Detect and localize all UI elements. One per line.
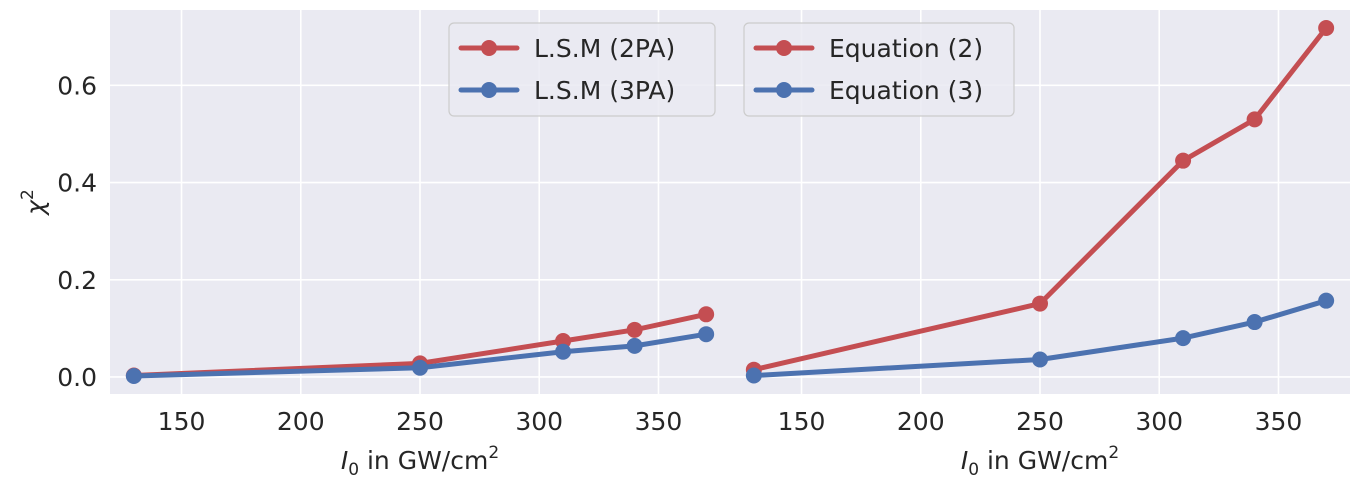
left-series-point-0 — [698, 306, 715, 323]
left-series-point-1 — [626, 337, 643, 354]
right-series-point-0 — [1032, 295, 1048, 312]
right-x-tick-labels: 150 200 250 300 350 — [778, 407, 1303, 436]
right-legend-marker — [776, 40, 792, 56]
right-series-point-1 — [1175, 330, 1192, 347]
right-x-tick-label: 300 — [1135, 407, 1183, 436]
right-series-layer — [745, 19, 1335, 384]
y-tick-label: 0.0 — [57, 363, 97, 392]
right-series-point-1 — [745, 367, 762, 384]
left-x-tick-label: 250 — [396, 407, 444, 436]
y-tick-label: 0.4 — [57, 169, 97, 198]
left-x-tick-label: 150 — [158, 407, 206, 436]
right-legend-label: Equation (2) — [829, 34, 983, 63]
left-legend-label: L.S.M (2PA) — [534, 34, 675, 63]
left-series-point-0 — [626, 321, 643, 338]
left-series-point-1 — [412, 359, 428, 376]
right-x-tick-label: 250 — [1016, 407, 1064, 436]
right-legend: Equation (2) Equation (3) — [743, 22, 1015, 117]
left-panel: 150 200 250 300 350 0.0 0.2 0.4 0.6 L.S.M (2PA)… — [57, 10, 730, 480]
right-legend-marker — [776, 82, 792, 98]
left-series-point-1 — [555, 343, 572, 360]
right-x-tick-label: 350 — [1255, 407, 1303, 436]
right-series-point-1 — [1318, 292, 1335, 309]
right-x-axis-label: I0 in GW/cm2 — [961, 443, 1119, 480]
left-legend-label: L.S.M (3PA) — [534, 76, 675, 105]
right-legend-label: Equation (3) — [829, 76, 983, 105]
y-axis-label: χ2 — [18, 189, 50, 217]
right-series-point-1 — [1032, 351, 1048, 368]
right-series-point-0 — [1246, 111, 1263, 128]
left-x-axis-label: I0 in GW/cm2 — [341, 443, 499, 480]
left-legend-marker — [481, 40, 497, 56]
y-tick-label: 0.2 — [57, 266, 97, 295]
left-legend: L.S.M (2PA) L.S.M (3PA) — [448, 22, 716, 117]
left-y-tick-labels: 0.0 0.2 0.4 0.6 — [57, 71, 97, 392]
right-x-tick-label: 200 — [897, 407, 945, 436]
right-series-point-0 — [1175, 152, 1192, 169]
right-series-point-0 — [1318, 19, 1335, 36]
right-x-tick-label: 150 — [778, 407, 826, 436]
y-tick-label: 0.6 — [57, 71, 97, 100]
right-series-point-1 — [1246, 314, 1263, 331]
left-x-tick-label: 350 — [635, 407, 683, 436]
left-x-tick-label: 300 — [515, 407, 563, 436]
left-x-tick-label: 200 — [277, 407, 325, 436]
left-legend-marker — [481, 82, 497, 98]
left-series-point-1 — [698, 326, 715, 343]
left-x-tick-labels: 150 200 250 300 350 — [158, 407, 683, 436]
left-series-layer — [125, 306, 715, 385]
right-panel: 150 200 250 300 350 Equation (2) Equation (3)… — [730, 10, 1350, 480]
left-series-point-1 — [125, 368, 142, 385]
